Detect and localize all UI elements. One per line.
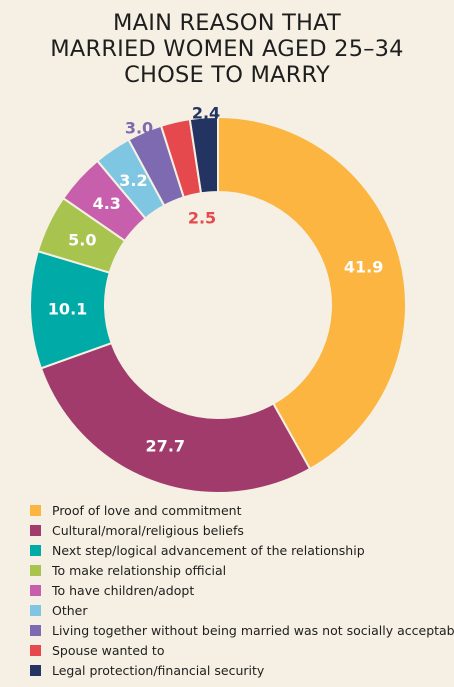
legend-item-3: Next step/logical advancement of the rel… <box>30 540 450 560</box>
title-line-2: MARRIED WOMEN AGED 25–34 <box>50 36 404 62</box>
value-label-8: 2.5 <box>188 209 216 228</box>
chart-title: MAIN REASON THAT MARRIED WOMEN AGED 25–3… <box>0 10 454 88</box>
legend-swatch <box>30 524 41 536</box>
legend: Proof of love and commitment Cultural/mor… <box>30 500 454 680</box>
value-label-6: 3.2 <box>119 171 147 190</box>
title-line-1: MAIN REASON THAT <box>113 10 341 36</box>
slice-2 <box>39 341 312 494</box>
legend-label: To make relationship official <box>52 562 227 578</box>
legend-swatch <box>30 564 41 576</box>
value-label-2: 27.7 <box>146 436 185 455</box>
legend-item-9: Legal protection/financial security <box>30 660 450 680</box>
value-label-3: 10.1 <box>48 300 87 319</box>
value-label-5: 4.3 <box>93 194 121 213</box>
legend-label: Legal protection/financial security <box>52 662 265 678</box>
legend-item-6: Other <box>30 600 450 620</box>
value-label-7: 3.0 <box>125 119 153 138</box>
legend-label: Spouse wanted to <box>52 642 165 658</box>
legend-label: To have children/adopt <box>52 582 195 598</box>
value-label-9: 2.4 <box>192 104 220 123</box>
legend-item-2: Cultural/moral/religious beliefs <box>30 520 450 540</box>
legend-item-5: To have children/adopt <box>30 580 450 600</box>
slice-9 <box>188 115 219 195</box>
legend-item-7: Living together without being married wa… <box>30 620 454 640</box>
legend-label: Cultural/moral/religious beliefs <box>52 522 244 538</box>
legend-swatch <box>30 584 41 596</box>
legend-item-4: To make relationship official <box>30 560 450 580</box>
legend-swatch <box>30 504 41 516</box>
legend-swatch <box>30 644 41 656</box>
legend-label: Living together without being married wa… <box>52 622 454 638</box>
legend-item-8: Spouse wanted to <box>30 640 450 660</box>
value-label-1: 41.9 <box>344 257 383 276</box>
legend-label: Next step/logical advancement of the rel… <box>52 542 365 558</box>
legend-swatch <box>30 544 41 556</box>
slice-1 <box>217 115 407 471</box>
legend-swatch <box>30 664 41 676</box>
legend-label: Other <box>52 602 88 618</box>
legend-swatch <box>30 604 41 616</box>
legend-item-1: Proof of love and commitment <box>30 500 450 520</box>
title-line-3: CHOSE TO MARRY <box>124 62 330 88</box>
legend-swatch <box>30 624 41 636</box>
value-label-4: 5.0 <box>68 230 96 249</box>
legend-label: Proof of love and commitment <box>52 502 242 518</box>
